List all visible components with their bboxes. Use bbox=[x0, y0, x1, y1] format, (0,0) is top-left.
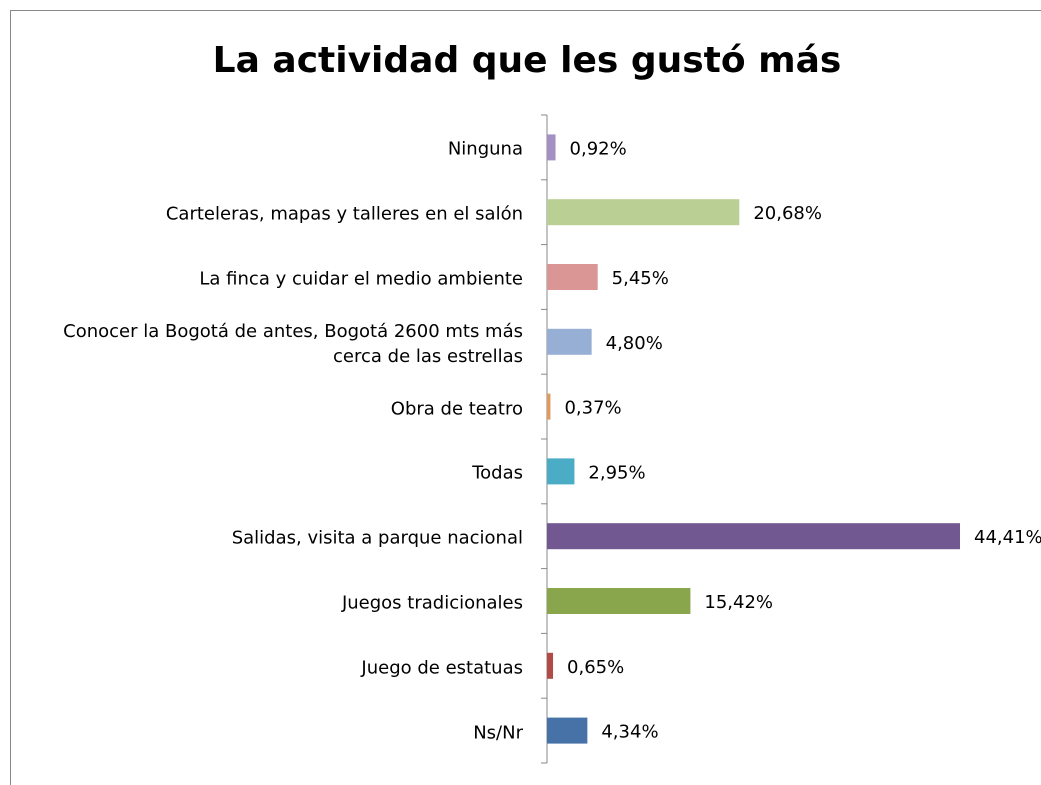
category-label: Juegos tradicionales bbox=[341, 592, 523, 614]
data-label: 0,92% bbox=[570, 138, 627, 159]
bar bbox=[547, 523, 961, 550]
data-label: 0,37% bbox=[564, 398, 621, 419]
bar bbox=[547, 328, 592, 355]
bar bbox=[547, 393, 551, 420]
chart-title: La actividad que les gustó más bbox=[213, 40, 842, 81]
data-label: 2,95% bbox=[588, 462, 645, 483]
category-label: La finca y cuidar el medio ambiente bbox=[199, 268, 523, 290]
category-label: Obra de teatro bbox=[390, 398, 523, 420]
bar bbox=[547, 458, 575, 485]
bar bbox=[547, 199, 740, 226]
bar bbox=[547, 264, 598, 290]
bar bbox=[547, 717, 588, 744]
category-label: Ns/Nr bbox=[473, 722, 523, 744]
data-label: 4,80% bbox=[606, 333, 663, 354]
category-label: Ninguna bbox=[447, 138, 523, 160]
data-label: 15,42% bbox=[704, 592, 773, 613]
bar bbox=[547, 588, 691, 614]
bar bbox=[547, 652, 554, 679]
category-label: Juego de estatuas bbox=[361, 657, 523, 679]
data-label: 4,34% bbox=[601, 722, 658, 743]
data-label: 5,45% bbox=[612, 268, 669, 289]
bar bbox=[547, 134, 556, 161]
frame bbox=[10, 10, 1041, 785]
category-label: Salidas, visita a parque nacional bbox=[231, 527, 523, 549]
category-label: Conocer la Bogotá de antes, Bogotá 2600 … bbox=[63, 320, 523, 367]
data-label: 44,41% bbox=[974, 527, 1041, 548]
category-label: Carteleras, mapas y talleres en el salón bbox=[165, 203, 523, 225]
data-label: 0,65% bbox=[567, 657, 624, 678]
category-label: Todas bbox=[472, 462, 523, 484]
data-label: 20,68% bbox=[753, 203, 822, 224]
